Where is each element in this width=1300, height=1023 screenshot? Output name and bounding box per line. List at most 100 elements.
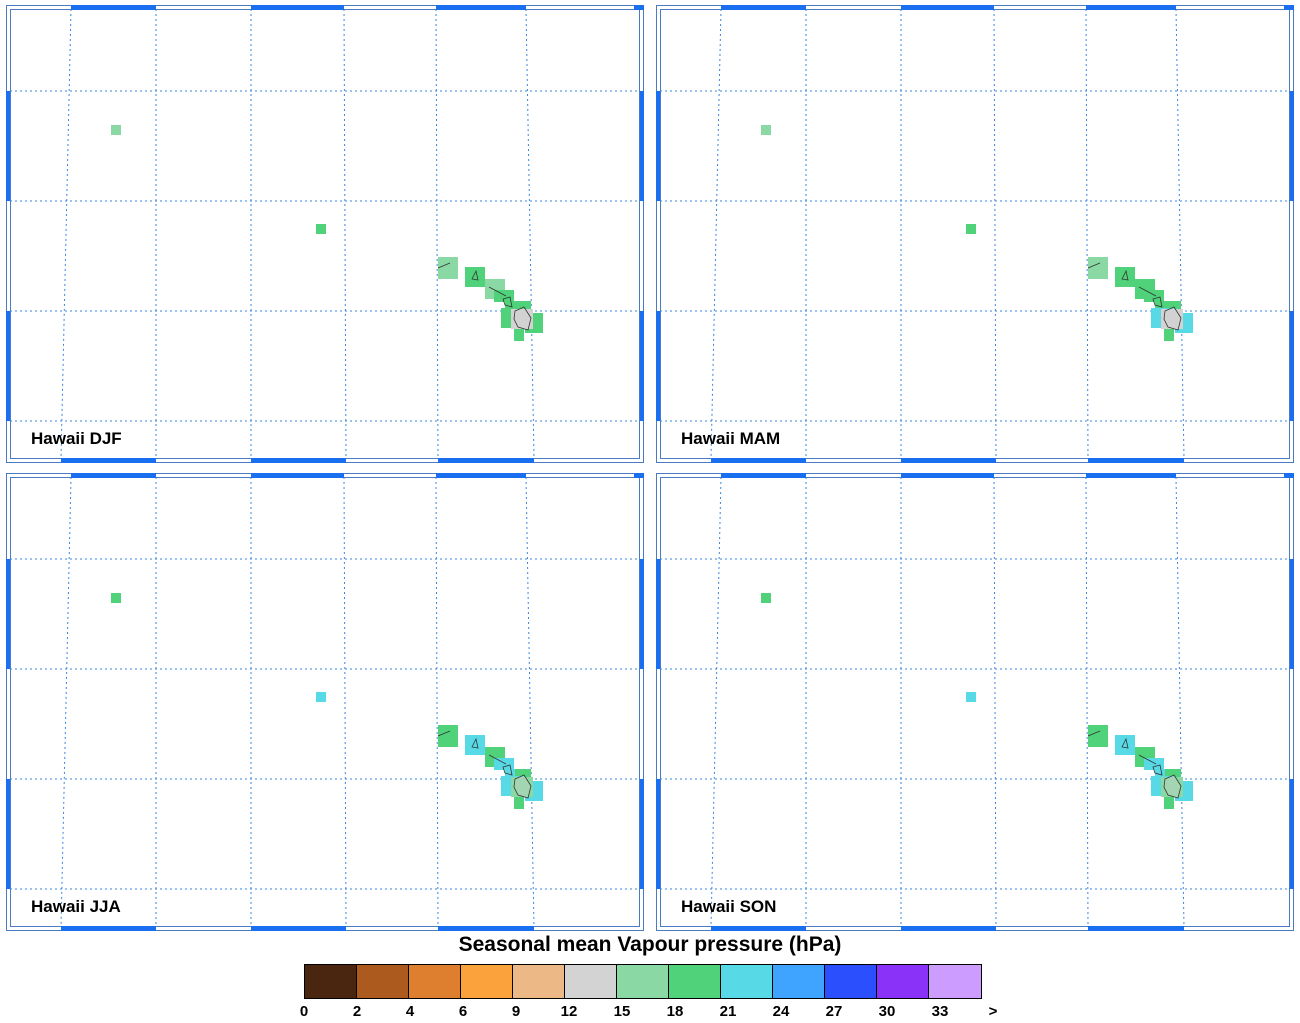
colorbar-tick-label: 33 — [931, 1003, 949, 1020]
colorbar-tick-label: 9 — [511, 1003, 521, 1020]
border-tick — [1088, 458, 1184, 463]
border-tick — [656, 559, 660, 669]
colorbar-tick-label: 2 — [352, 1003, 362, 1020]
grid-cell-molokai — [1144, 290, 1164, 302]
border-tick — [640, 559, 644, 669]
coastline-hawaii — [513, 306, 532, 331]
grid-cell-niihau — [438, 257, 458, 279]
grid-cell-niihau — [438, 725, 458, 747]
map-panel-mam: Hawaii MAM — [656, 5, 1294, 463]
grid-cell-niihau — [1088, 257, 1108, 279]
meridian-line — [60, 8, 72, 460]
coastline-oahu — [1121, 737, 1129, 749]
colorbar-swatch — [877, 965, 929, 998]
border-tick — [634, 473, 644, 478]
meridian-line — [60, 476, 72, 928]
map-panel-son: Hawaii SON — [656, 473, 1294, 931]
meridian-line — [710, 8, 722, 460]
coastline-hawaii — [1163, 306, 1182, 331]
border-tick — [251, 5, 344, 10]
meridian-line — [1175, 476, 1185, 928]
coastline-kauai — [437, 262, 451, 269]
border-tick — [436, 473, 526, 478]
grid-cell-molokai — [1144, 758, 1164, 770]
coastline-hawaii — [1163, 774, 1182, 799]
coastline-hawaii — [513, 774, 532, 799]
coastline-maui — [1152, 296, 1163, 308]
colorbar-swatch — [513, 965, 565, 998]
grid-cell-hawaii_s — [1164, 327, 1174, 341]
colorbar-tick-label: 27 — [825, 1003, 843, 1020]
grid-cell-kauai — [465, 735, 485, 755]
border-tick — [438, 458, 534, 463]
border-tick — [640, 91, 644, 201]
grid-cell-kauai — [1115, 267, 1135, 287]
border-tick — [1086, 5, 1176, 10]
border-tick — [656, 91, 660, 201]
border-tick — [251, 926, 346, 931]
border-tick — [6, 91, 10, 201]
colorbar-swatch — [565, 965, 617, 998]
colorbar-tick-label: 30 — [878, 1003, 896, 1020]
grid-cell-hawaii_s — [1164, 795, 1174, 809]
meridian-line — [710, 476, 722, 928]
border-tick — [901, 473, 994, 478]
meridian-line — [435, 8, 439, 460]
grid-cell-hawaii_s — [514, 795, 524, 809]
border-tick — [1290, 311, 1294, 421]
grid-cell-nw2 — [966, 224, 976, 234]
border-tick — [1088, 926, 1184, 931]
border-tick — [901, 5, 994, 10]
coastline-kauai — [1087, 262, 1101, 269]
colorbar-swatch — [305, 965, 357, 998]
meridian-line — [993, 8, 997, 460]
coastline-molokai — [488, 754, 507, 765]
colorbar — [304, 964, 982, 999]
colorbar-swatch — [617, 965, 669, 998]
meridian-line — [1175, 8, 1185, 460]
border-tick — [901, 926, 996, 931]
border-tick — [251, 473, 344, 478]
colorbar-tick-label: > — [988, 1003, 998, 1020]
map-canvas — [656, 473, 1294, 931]
map-panel-jja: Hawaii JJA — [6, 473, 644, 931]
border-tick — [6, 311, 10, 421]
grid-cell-nw1 — [111, 593, 121, 603]
coastline-maui — [1152, 764, 1163, 776]
border-tick — [1284, 5, 1294, 10]
colorbar-tick-label: 4 — [405, 1003, 415, 1020]
border-tick — [1290, 91, 1294, 201]
colorbar-swatch — [721, 965, 773, 998]
colorbar-tick-label: 0 — [299, 1003, 309, 1020]
panel-title: Hawaii JJA — [31, 897, 121, 916]
border-tick — [6, 559, 10, 669]
meridian-line — [525, 8, 535, 460]
colorbar-swatch — [669, 965, 721, 998]
grid-cell-nw2 — [966, 692, 976, 702]
colorbar-tick-label: 6 — [458, 1003, 468, 1020]
meridian-line — [993, 476, 997, 928]
panel-title: Hawaii MAM — [681, 429, 781, 448]
map-canvas — [656, 5, 1294, 463]
border-tick — [61, 458, 156, 463]
colorbar-swatch — [929, 965, 981, 998]
coastline-oahu — [471, 269, 479, 281]
grid-cell-kauai — [1115, 735, 1135, 755]
colorbar-tick-label: 21 — [719, 1003, 737, 1020]
meridian-line — [1085, 8, 1089, 460]
grid-cell-nw2 — [316, 692, 326, 702]
border-tick — [721, 5, 806, 10]
grid-cell-hawaii_s — [514, 327, 524, 341]
colorbar-tick-label: 18 — [666, 1003, 684, 1020]
border-tick — [436, 5, 526, 10]
border-tick — [640, 311, 644, 421]
colorbar-swatch — [825, 965, 877, 998]
coastline-kauai — [437, 730, 451, 737]
border-tick — [656, 779, 660, 889]
map-canvas — [6, 5, 644, 463]
coastline-molokai — [1138, 286, 1157, 297]
colorbar-swatch — [357, 965, 409, 998]
border-tick — [71, 473, 156, 478]
meridian-line — [343, 476, 347, 928]
panel-title: Hawaii DJF — [31, 429, 122, 448]
